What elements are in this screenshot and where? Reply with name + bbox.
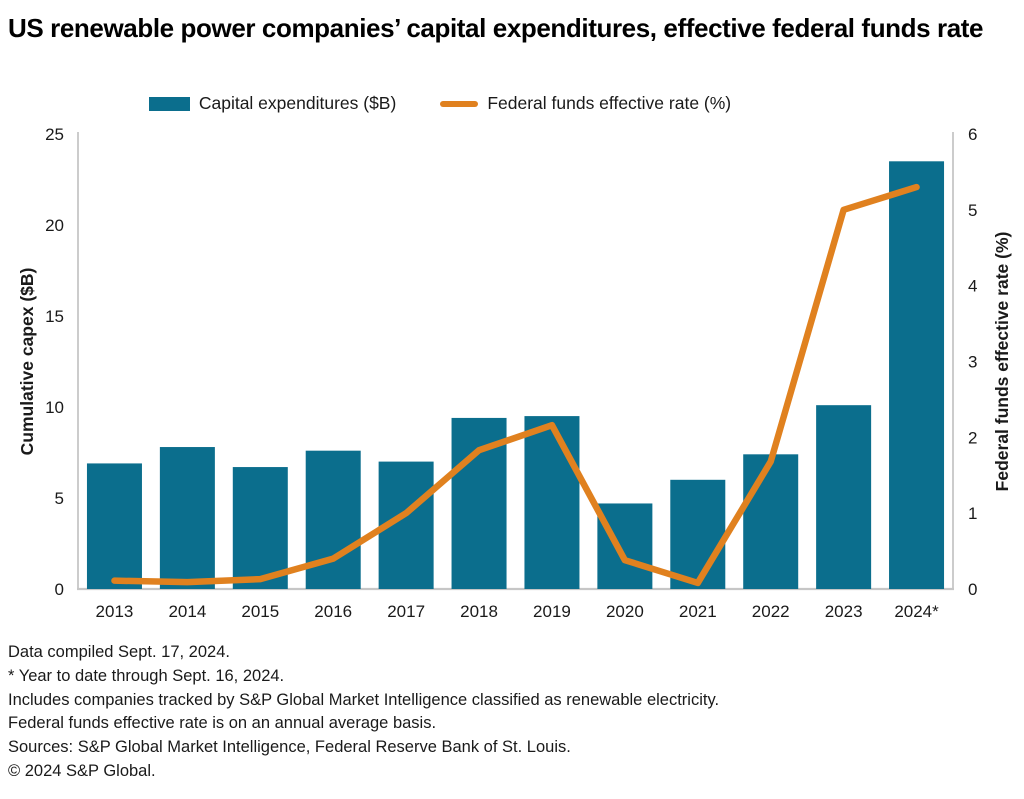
chart-plot: 0 5 10 15 20 25 0 1 2 3 4 5 6 2013 2014 2015 2016 2017 201… — [17, 125, 1012, 621]
legend: Capital expenditures ($B) Federal funds … — [0, 93, 952, 114]
right-axis-tick-3: 3 — [968, 353, 977, 372]
x-label-2022: 2022 — [752, 602, 790, 621]
footnote-compiled: Data compiled Sept. 17, 2024. — [8, 643, 230, 661]
chart-title: US renewable power companies’ capital ex… — [8, 13, 984, 43]
federal-funds-rate-line — [111, 183, 920, 587]
x-label-2018: 2018 — [460, 602, 498, 621]
bar-2022 — [743, 454, 799, 589]
left-axis-tick-15: 15 — [45, 307, 64, 326]
left-axis-tick-25: 25 — [45, 125, 64, 144]
x-label-2016: 2016 — [314, 602, 352, 621]
right-axis-tick-4: 4 — [968, 277, 977, 296]
right-axis-tick-5: 5 — [968, 201, 977, 220]
legend-line-swatch — [440, 100, 479, 107]
legend-item-rate: Federal funds effective rate (%) — [440, 93, 731, 114]
bar-2016 — [305, 450, 361, 589]
x-label-2015: 2015 — [241, 602, 279, 621]
bar-2013 — [86, 463, 142, 589]
x-label-2019: 2019 — [533, 602, 571, 621]
right-axis-title: Federal funds effective rate (%) — [992, 232, 1012, 492]
x-label-2020: 2020 — [606, 602, 644, 621]
bar-2014 — [159, 447, 215, 589]
left-axis-tick-0: 0 — [55, 580, 64, 599]
right-axis-tick-2: 2 — [968, 428, 977, 447]
right-axis-tick-1: 1 — [968, 504, 977, 523]
footnote-sources: Sources: S&P Global Market Intelligence,… — [8, 738, 571, 757]
x-label-2013: 2013 — [96, 602, 134, 621]
left-axis-tick-5: 5 — [55, 489, 64, 508]
left-axis-tick-10: 10 — [45, 398, 64, 417]
x-label-2024: 2024* — [894, 602, 939, 621]
bar-2020 — [597, 503, 653, 589]
bar-2019 — [524, 416, 580, 589]
footnote-includes: Includes companies tracked by S&P Global… — [8, 690, 720, 709]
x-label-2021: 2021 — [679, 602, 717, 621]
bar-2021 — [670, 479, 726, 589]
left-axis-tick-20: 20 — [45, 216, 64, 235]
x-label-2017: 2017 — [387, 602, 425, 621]
legend-rate-label: Federal funds effective rate (%) — [487, 93, 732, 113]
footnote-ytd: * Year to date through Sept. 16, 2024. — [8, 666, 285, 685]
bar-2023 — [816, 405, 872, 589]
x-label-2014: 2014 — [168, 602, 206, 621]
x-label-2023: 2023 — [825, 602, 863, 621]
bar-2015 — [232, 467, 288, 589]
footnotes: Data compiled Sept. 17, 2024. * Year to … — [8, 641, 719, 784]
right-axis-tick-0: 0 — [968, 580, 977, 599]
left-axis-title: Cumulative capex ($B) — [17, 268, 37, 456]
legend-bar-swatch — [148, 96, 190, 111]
right-axis-tick-6: 6 — [968, 125, 977, 144]
bar-2024* — [889, 161, 945, 590]
footnote-rate-basis: Federal funds effective rate is on an an… — [8, 714, 437, 733]
footnote-copyright: © 2024 S&P Global. — [8, 761, 156, 780]
legend-capex-label: Capital expenditures ($B) — [198, 93, 397, 113]
legend-item-capex: Capital expenditures ($B) — [148, 93, 397, 114]
